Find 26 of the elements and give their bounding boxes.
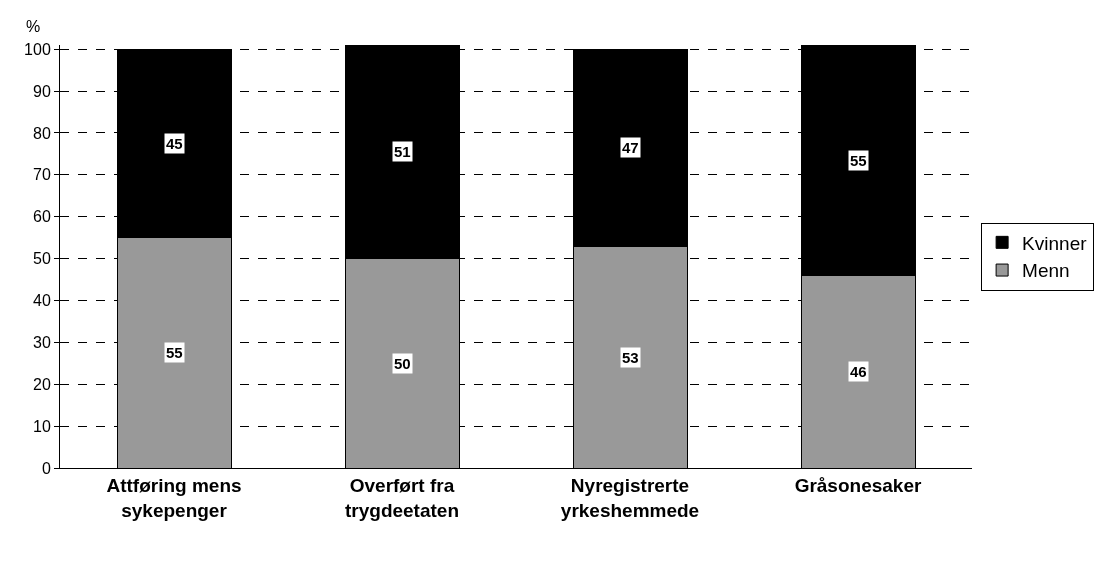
y-tick-label: 100 [24,40,51,58]
y-tick-label: 40 [33,292,51,310]
x-tick-label: Attføring mens sykepenger [106,474,242,521]
y-tick-label: 20 [33,375,51,393]
legend-label: Menn [1022,260,1070,282]
y-tick-label: 10 [33,417,51,435]
y-tick-label: 60 [33,208,51,226]
data-label: 46 [850,363,867,380]
y-tick-label: 50 [33,250,51,268]
y-tick-label: 80 [33,124,51,142]
data-label: 45 [166,135,183,152]
data-label: 51 [394,143,411,160]
data-label: 47 [622,139,639,156]
y-tick-label: 0 [41,459,51,477]
legend-label: Kvinner [1022,232,1088,254]
data-label: 55 [166,344,183,361]
x-tick-label: Overført fra trygdeetaten [344,474,460,521]
data-label: 55 [850,152,867,169]
y-tick-label: 30 [33,333,51,351]
y-tick-label: 70 [33,166,51,184]
y-tick-label: 90 [33,82,51,100]
x-tick-label: Nyregistrerte yrkeshemmede [560,474,700,521]
data-label: 50 [394,355,411,372]
data-label: 53 [622,349,639,366]
x-tick-label: Gråsonesaker [794,474,922,496]
y-axis-title: % [26,18,41,35]
